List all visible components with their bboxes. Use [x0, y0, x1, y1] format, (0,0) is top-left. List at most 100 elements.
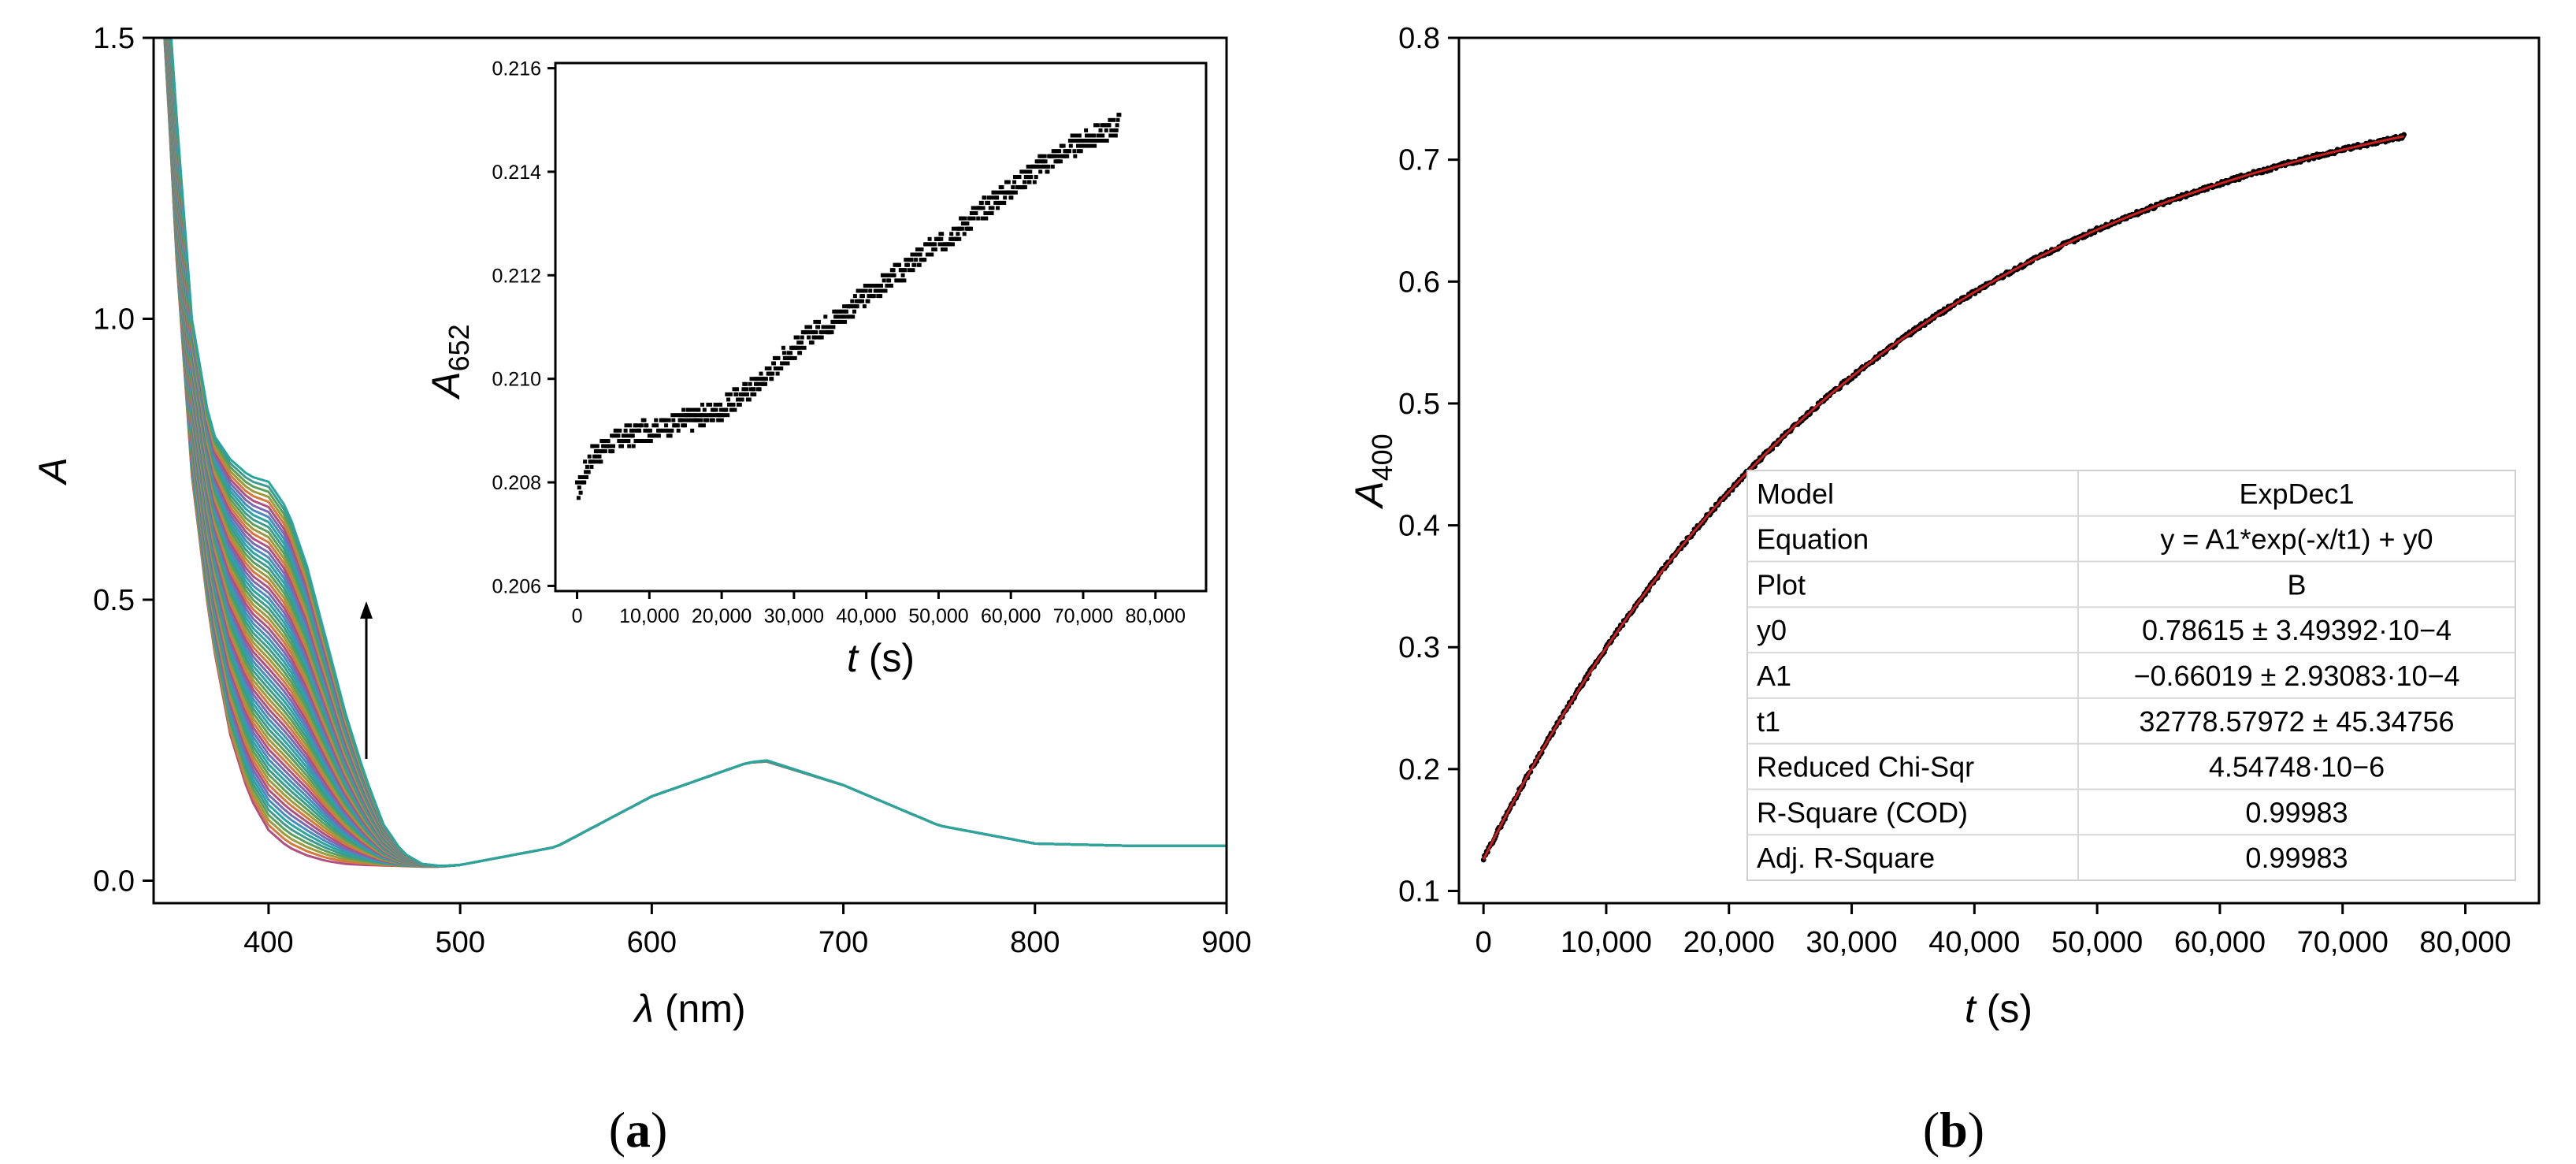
inset-data-point [620, 439, 625, 443]
inset-data-point [859, 288, 863, 293]
inset-data-point [1101, 133, 1105, 138]
inset-data-point [1011, 185, 1015, 190]
inset-data-point [576, 496, 581, 500]
inset-data-point [610, 433, 614, 438]
inset-data-point [781, 361, 785, 366]
inset-data-point [1025, 175, 1030, 179]
inset-data-point [864, 284, 869, 288]
inset-data-point [587, 454, 592, 459]
inset-data-point [891, 268, 896, 273]
inset-data-point [939, 236, 944, 241]
inset-data-point [1036, 159, 1041, 164]
inset-data-point [982, 195, 987, 200]
inset-data-point [879, 288, 884, 293]
inset-data-point [1038, 169, 1043, 174]
inset-frame [554, 61, 1208, 593]
inset-data-point [909, 258, 914, 262]
inset-data-point [915, 247, 920, 251]
inset-data-point [800, 335, 804, 340]
inset-data-point [598, 449, 603, 454]
y-tick-label: 0.5 [1398, 388, 1440, 421]
inset-data-point [849, 304, 854, 309]
inset-y-tick-label: 0.208 [492, 472, 541, 494]
fit-table-label: Model [1757, 478, 1834, 510]
inset-data-point [990, 206, 995, 210]
inset-data-point [788, 355, 792, 360]
inset-data-point [933, 247, 937, 251]
inset-data-point [693, 413, 698, 418]
inset-data-point [941, 247, 945, 251]
inset-data-point [793, 335, 798, 340]
inset-data-point [811, 330, 815, 335]
inset-data-point [1041, 164, 1046, 169]
inset-data-point [963, 216, 967, 221]
inset-data-point [676, 428, 681, 433]
inset-y-tick-label: 0.206 [492, 575, 541, 597]
inset-x-tick-label: 0 [572, 605, 583, 627]
inset-data-point [663, 418, 668, 422]
inset-data-point [767, 366, 772, 370]
inset-data-point [643, 428, 648, 433]
inset-data-point [1086, 143, 1090, 148]
inset-data-point [611, 444, 615, 448]
inset-data-point [1075, 139, 1079, 143]
inset-data-point [694, 407, 699, 412]
inset-data-point [924, 242, 929, 247]
inset-data-point [912, 262, 917, 267]
inset-data-point [858, 299, 863, 303]
y-tick-label: 0.6 [1398, 266, 1440, 299]
inset-data-point [622, 439, 627, 443]
inset-data-point [1052, 154, 1056, 158]
inset-data-point [862, 288, 866, 293]
inset-data-point [989, 195, 993, 200]
inset-data-point [806, 330, 811, 335]
inset-data-point [812, 335, 817, 340]
inset-data-point [765, 366, 770, 370]
inset-data-point [1067, 149, 1071, 154]
inset-data-point [748, 381, 752, 386]
inset-data-point [745, 392, 749, 396]
inset-data-point [692, 418, 697, 422]
inset-data-point [1097, 139, 1101, 143]
inset-data-point [1078, 139, 1082, 143]
inset-data-point [737, 397, 741, 402]
inset-data-point [671, 418, 676, 422]
inset-data-point [874, 288, 879, 293]
inset-data-point [726, 413, 730, 418]
fit-table-value: B [2287, 568, 2306, 601]
inset-data-point [681, 407, 686, 412]
inset-data-point [712, 413, 717, 418]
inset-data-point [971, 216, 976, 221]
x-tick-label: 900 [1201, 926, 1251, 959]
inset-data-point [1057, 149, 1062, 154]
inset-data-point [770, 377, 774, 381]
inset-data-point [715, 403, 720, 407]
inset-data-point [937, 236, 941, 241]
inset-data-point [730, 407, 735, 412]
inset-data-point [763, 377, 768, 381]
inset-data-point [815, 335, 819, 340]
inset-data-point [627, 444, 632, 448]
inset-data-point [1056, 159, 1061, 164]
inset-data-point [582, 480, 587, 485]
inset-data-point [651, 423, 656, 428]
inset-data-point [1023, 180, 1026, 184]
inset-data-point [790, 355, 794, 360]
inset-data-point [1108, 117, 1112, 122]
inset-data-point [741, 387, 746, 392]
x-tick-label: 400 [243, 926, 293, 959]
inset-data-point [654, 418, 659, 422]
inset-data-point [1040, 154, 1044, 158]
inset-data-point [835, 319, 840, 324]
inset-data-point [584, 470, 588, 474]
inset-data-point [774, 355, 778, 360]
inset-data-point [732, 387, 737, 392]
inset-data-point [1054, 154, 1059, 158]
inset-data-point [1082, 139, 1087, 143]
inset-data-point [1093, 143, 1097, 148]
inset-data-point [1014, 175, 1019, 179]
inset-data-point [733, 407, 737, 412]
inset-x-tick-label: 60,000 [981, 605, 1041, 627]
fit-table-value: 0.99983 [2245, 796, 2348, 828]
fit-table-label: Equation [1757, 523, 1869, 556]
